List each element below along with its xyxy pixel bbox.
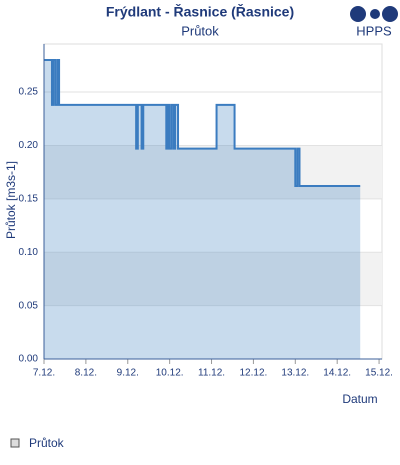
area [44,60,361,360]
y-tick-label: 0.20 [19,140,39,151]
logo-circle [350,6,366,22]
y-axis-title: Průtok [m3s-1] [4,161,18,239]
y-tick-label: 0.00 [19,354,39,365]
x-tick-label: 7.12. [33,368,55,379]
y-tick-label: 0.25 [19,87,39,98]
x-tick-label: 11.12. [198,368,225,379]
plot-area [43,43,383,360]
x-tick-label: 10.12. [156,368,184,379]
logo-text: HPPS [356,23,392,38]
y-tick-label: 0.15 [19,193,39,204]
x-tick-label: 15.12. [365,368,393,379]
legend-marker [10,438,20,448]
plot-band [44,252,382,306]
legend-label: Průtok [29,436,65,450]
x-axis-title: Datum [342,392,377,406]
plot-background [43,43,383,360]
x-tick-label: 14.12. [323,368,351,379]
logo-circle [370,9,380,19]
chart-subtitle: Průtok [181,23,219,38]
chart-title: Frýdlant - Řasnice (Řasnice) [106,3,294,20]
y-tick-label: 0.10 [19,247,39,258]
logo-circle [382,6,398,22]
line [44,59,361,188]
x-tick-label: 13.12. [281,368,309,379]
x-tick-label: 12.12. [240,368,268,379]
plot-band [44,145,382,199]
x-tick-label: 8.12. [75,368,97,379]
logo: HPPS [350,6,398,38]
y-tick-label: 0.05 [19,300,39,311]
x-tick-label: 9.12. [117,368,139,379]
